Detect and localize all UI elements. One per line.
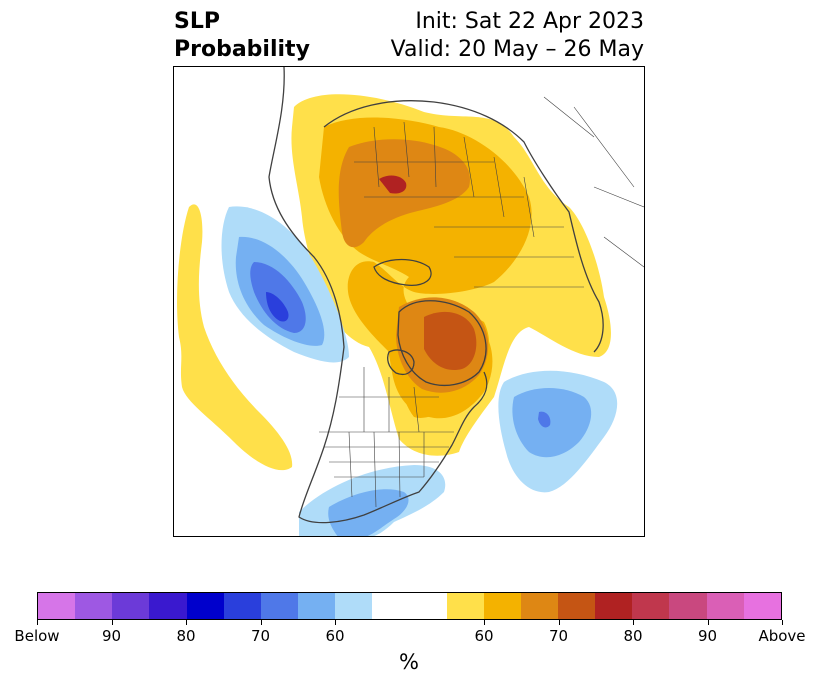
above-60-west-region (177, 204, 293, 471)
colorbar-segment (706, 593, 744, 619)
colorbar-tick-mark (558, 620, 560, 625)
arctic-islands (373, 258, 432, 286)
colorbar-tick-label: Below (14, 627, 60, 645)
above-70-region (338, 139, 470, 248)
north-america-coast (268, 67, 488, 524)
colorbar-segment (520, 593, 558, 619)
above-75-region (424, 311, 477, 371)
colorbar-segment (75, 593, 113, 619)
asia-east-lines (543, 96, 644, 268)
colorbar-segment (260, 593, 298, 619)
colorbar-segment (632, 593, 670, 619)
above-80-region (379, 175, 407, 194)
below-70-pacific-region (250, 262, 306, 333)
colorbar-tick-mark (782, 620, 783, 625)
probability-map (173, 66, 645, 537)
colorbar-segment (483, 593, 521, 619)
colorbar-segment (743, 593, 781, 619)
colorbar-segment (223, 593, 261, 619)
colorbar-tick-mark (37, 620, 38, 625)
colorbar-tick-mark (260, 620, 262, 625)
above-normal-contours (177, 94, 611, 471)
colorbar-unit: % (399, 650, 419, 674)
probability-colorbar (37, 592, 782, 620)
below-75-pacific-region (266, 292, 289, 322)
colorbar-tick-mark (335, 620, 336, 625)
colorbar-tick-label: 60 (474, 627, 494, 645)
colorbar-segment (409, 593, 447, 619)
colorbar-segment (112, 593, 150, 619)
colorbar-tick-label: 90 (697, 627, 718, 645)
coastlines (268, 67, 604, 524)
init-date: Init: Sat 22 Apr 2023 (415, 9, 644, 34)
eurasia-country-lines (354, 121, 584, 288)
colorbar-tick-label: Above (758, 627, 806, 645)
colorbar-segment (557, 593, 596, 619)
colorbar-tick-label: 90 (101, 627, 122, 645)
greenland-coast (397, 300, 487, 386)
colorbar-tick-label: 80 (176, 627, 196, 645)
colorbar-tick-label: 60 (325, 627, 345, 645)
colorbar-segment (372, 593, 410, 619)
hudson-bay (387, 349, 415, 376)
colorbar-segment (149, 593, 187, 619)
below-65-atlantic-region (512, 388, 592, 458)
colorbar-tick-mark (633, 620, 634, 625)
colorbar-segment (446, 593, 484, 619)
colorbar-segment (297, 593, 336, 619)
political-borders (319, 96, 644, 508)
colorbar-segment (335, 593, 373, 619)
colorbar-tick-mark (186, 620, 187, 625)
map-dates: Init: Sat 22 Apr 2023 Valid: 20 May – 26… (391, 8, 644, 64)
colorbar-tick-label: 70 (250, 627, 271, 645)
colorbar-segment (595, 593, 633, 619)
colorbar-tick-label: 70 (548, 627, 569, 645)
us-state-lines (324, 431, 449, 508)
valid-range: Valid: 20 May – 26 May (390, 37, 644, 62)
colorbar-tick-mark (707, 620, 709, 625)
map-canvas (177, 67, 644, 536)
title-type: Probability (174, 37, 310, 62)
title-variable: SLP (174, 9, 220, 34)
below-normal-contours (221, 206, 618, 536)
eurasia-coast (323, 100, 604, 353)
map-title: SLP Probability (174, 8, 310, 64)
below-70-atlantic-marker (538, 411, 551, 428)
canada-province-lines (339, 367, 439, 433)
colorbar-tick-mark (484, 620, 485, 625)
colorbar-segment (38, 593, 76, 619)
colorbar-segment (669, 593, 707, 619)
colorbar-tick-mark (111, 620, 113, 625)
colorbar-segment (186, 593, 224, 619)
colorbar-tick-label: 80 (623, 627, 643, 645)
